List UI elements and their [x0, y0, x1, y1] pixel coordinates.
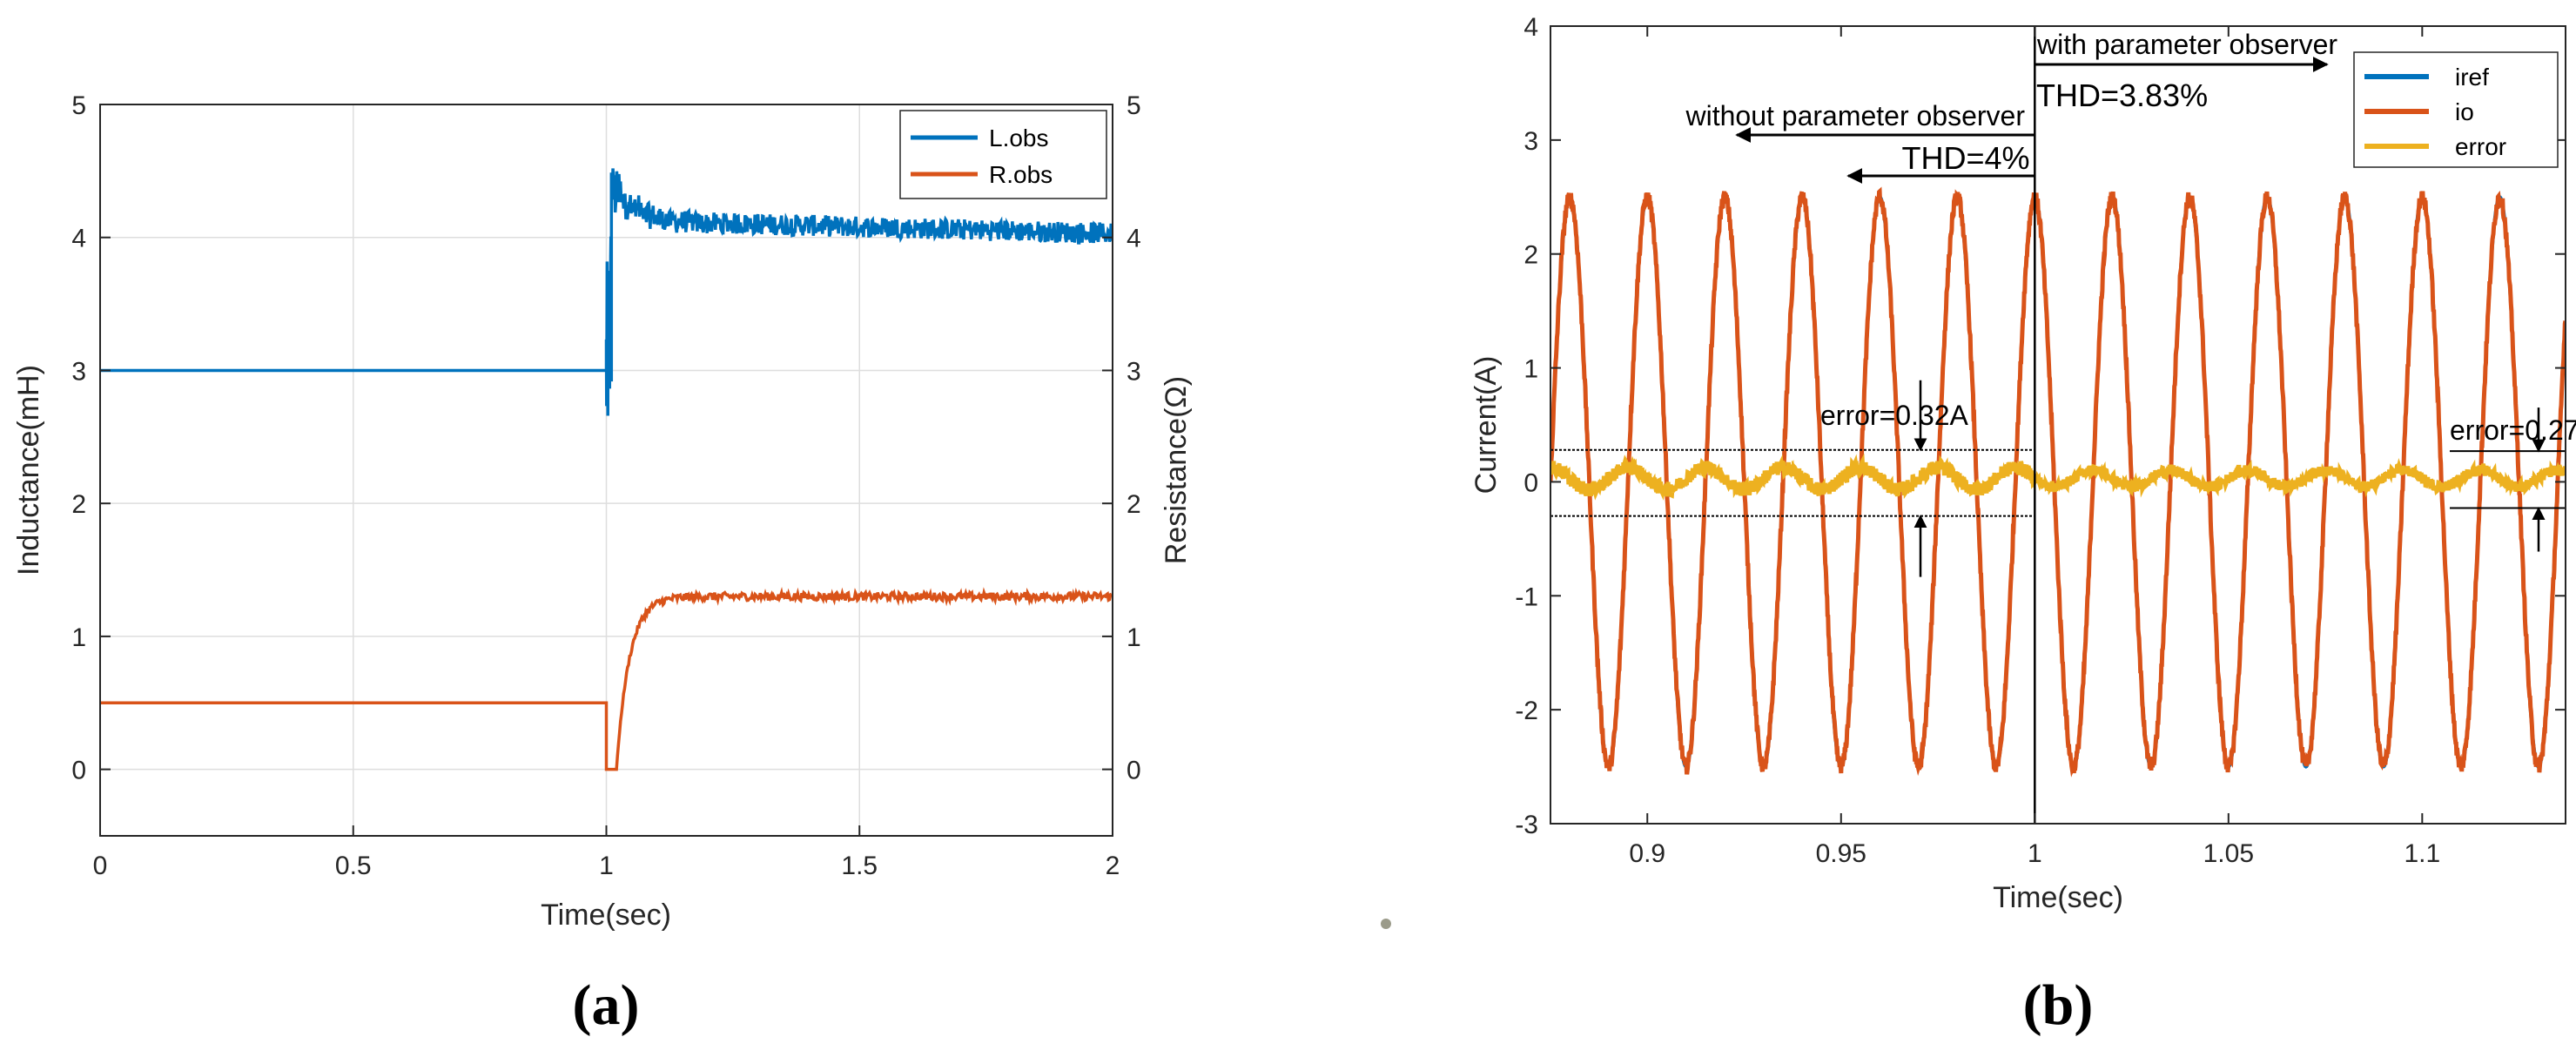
- chart-a-ytick-label: 5: [71, 91, 86, 120]
- chart-a-ytick-label-right: 0: [1127, 757, 1141, 785]
- chart-b-ytick-label: -3: [1515, 811, 1538, 839]
- series-r-obs-line: [100, 587, 1113, 771]
- legend-label-iref: iref: [2455, 64, 2489, 91]
- series-io-line: [1550, 186, 2566, 778]
- series-error-line: [1550, 453, 2566, 501]
- chart-a-legend: L.obs R.obs: [899, 110, 1107, 199]
- legend-label-error: error: [2455, 133, 2506, 160]
- chart-b-ylabel: Current(A): [1470, 356, 1503, 495]
- chart-a-ytick-label-right: 4: [1127, 225, 1141, 253]
- chart-a: 0 0.5 1 1.5 2 0 1 2 3 4 5 0 1 2 3 4 5 Time(sec) Inductan…: [12, 91, 1193, 1037]
- chart-b-xtick-label: 1.05: [2203, 839, 2254, 868]
- chart-b-xtick-label: 1.1: [2404, 839, 2440, 868]
- legend-label-io: io: [2455, 98, 2474, 125]
- chart-b-ytick-label: 1: [1523, 355, 1538, 384]
- series-l-obs-line: [100, 168, 1113, 416]
- legend-label-l-obs: L.obs: [989, 125, 1049, 151]
- annotation-with-observer: with parameter observer: [2036, 29, 2337, 60]
- chart-b-annotations: [1550, 26, 2566, 824]
- chart-a-ytick-label: 0: [71, 757, 86, 785]
- chart-a-xtick-label: 0.5: [335, 852, 372, 880]
- legend-label-r-obs: R.obs: [989, 161, 1053, 188]
- annotation-error-before: error=0.32A: [1820, 400, 1969, 431]
- chart-b-xtick-label: 0.9: [1629, 839, 1665, 868]
- annotation-error-after: error=0.27A: [2450, 414, 2576, 446]
- chart-b-series: [1550, 186, 2566, 778]
- annotation-thd-with: THD=3.83%: [2036, 77, 2208, 113]
- chart-b-xtick-label: 1: [2028, 839, 2042, 868]
- chart-b-ticks: 0.9 0.95 1 1.05 1.1 -3 -2 -1 0 1 2 3 4: [1515, 13, 2566, 868]
- chart-a-xlabel: Time(sec): [541, 899, 671, 932]
- chart-a-series: [100, 168, 1113, 771]
- decorative-dot: [1381, 919, 1391, 929]
- chart-b-ytick-label: -2: [1515, 697, 1538, 725]
- chart-a-ytick-label-right: 2: [1127, 490, 1141, 519]
- annotation-thd-without: THD=4%: [1901, 140, 2029, 176]
- chart-a-ytick-label-right: 3: [1127, 357, 1141, 386]
- chart-a-ylabel: Inductance(mH): [12, 365, 45, 576]
- chart-b-axes-box: [1550, 25, 2566, 825]
- chart-a-xtick-label: 1: [599, 852, 614, 880]
- chart-b-legend: iref io error: [2353, 51, 2559, 168]
- chart-b-xtick-label: 0.95: [1816, 839, 1866, 868]
- chart-a-legend-box: [899, 110, 1107, 199]
- chart-b-ytick-label: -1: [1515, 582, 1538, 611]
- chart-b-ytick-label: 0: [1523, 468, 1538, 497]
- chart-a-ytick-label: 4: [71, 225, 86, 253]
- chart-b-ytick-label: 2: [1523, 241, 1538, 270]
- panel-label-a: (a): [573, 973, 640, 1037]
- chart-a-xtick-label: 0: [93, 852, 108, 880]
- chart-a-ytick-label-right: 1: [1127, 623, 1141, 652]
- chart-a-ytick-label: 1: [71, 623, 86, 652]
- chart-b: 0.9 0.95 1 1.05 1.1 -3 -2 -1 0 1 2 3 4 Time(sec) Cur…: [1470, 13, 2576, 1037]
- chart-b-ytick-label: 3: [1523, 127, 1538, 156]
- chart-a-ytick-label: 3: [71, 357, 86, 386]
- chart-a-ytick-label: 2: [71, 490, 86, 519]
- chart-a-xtick-label: 1.5: [841, 852, 878, 880]
- chart-a-ticks: 0 0.5 1 1.5 2 0 1 2 3 4 5 0 1 2 3 4 5: [71, 91, 1140, 880]
- chart-b-xlabel: Time(sec): [1993, 881, 2123, 914]
- chart-a-ytick-label-right: 5: [1127, 91, 1141, 120]
- annotation-without-observer: without parameter observer: [1685, 100, 2025, 131]
- chart-a-xtick-label: 2: [1106, 852, 1120, 880]
- chart-a-ylabel-right: Resistance(Ω): [1160, 376, 1193, 564]
- panel-label-b: (b): [2023, 973, 2094, 1037]
- chart-b-ytick-label: 4: [1523, 13, 1538, 42]
